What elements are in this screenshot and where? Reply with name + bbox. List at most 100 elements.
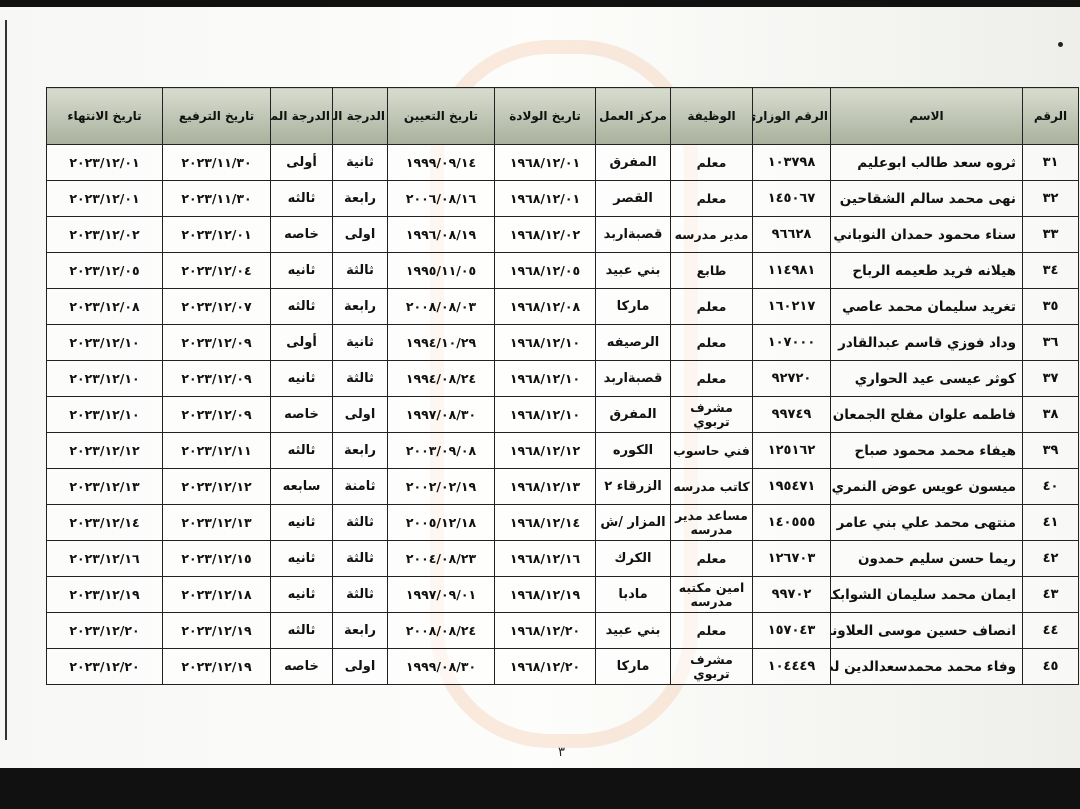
cell-birth-date: ١٩٦٨/١٢/١٠ <box>494 324 596 361</box>
cell-due-grade: ثالثه <box>270 432 333 469</box>
cell-birth-date: ١٩٦٨/١٢/٠٨ <box>494 288 596 325</box>
cell-ministry-number: ١٤٥٠٦٧ <box>752 180 831 217</box>
cell-current-grade: ثالثة <box>332 576 388 613</box>
cell-workplace: قصبةاربد <box>595 360 671 397</box>
cell-promotion-date: ٢٠٢٣/١١/٣٠ <box>162 144 271 181</box>
header-col-ministry-number: الرقم الوزاري <box>752 87 831 145</box>
cell-workplace: الرصيفه <box>595 324 671 361</box>
cell-appointment-date: ٢٠٠٤/٠٨/٢٣ <box>387 540 495 577</box>
cell-appointment-date: ١٩٩٧/٠٨/٣٠ <box>387 396 495 433</box>
cell-birth-date: ١٩٦٨/١٢/١٠ <box>494 360 596 397</box>
cell-job: كاتب مدرسه <box>670 468 753 505</box>
cell-due-grade: خاصه <box>270 396 333 433</box>
cell-end-date: ٢٠٢٣/١٢/١٠ <box>46 324 163 361</box>
cell-current-grade: ثالثة <box>332 252 388 289</box>
cell-promotion-date: ٢٠٢٣/١٢/٠٩ <box>162 396 271 433</box>
cell-end-date: ٢٠٢٣/١٢/١٣ <box>46 468 163 505</box>
cell-promotion-date: ٢٠٢٣/١١/٣٠ <box>162 180 271 217</box>
cell-ministry-number: ١٢٦٧٠٣ <box>752 540 831 577</box>
cell-end-date: ٢٠٢٣/١٢/٢٠ <box>46 612 163 649</box>
cell-job: طابع <box>670 252 753 289</box>
table-row: ٤٣ ايمان محمد سليمان الشوابكه ٩٩٧٠٢ امين مك… <box>46 576 1079 613</box>
header-col-name: الاسم <box>830 87 1023 145</box>
cell-end-date: ٢٠٢٣/١٢/٠٨ <box>46 288 163 325</box>
cell-appointment-date: ٢٠٠٥/١٢/١٨ <box>387 504 495 541</box>
top-black-bar <box>0 0 1080 7</box>
cell-workplace: الكرك <box>595 540 671 577</box>
cell-job: فني حاسوب <box>670 432 753 469</box>
cell-index: ٤١ <box>1022 504 1079 541</box>
cell-appointment-date: ١٩٩٧/٠٩/٠١ <box>387 576 495 613</box>
cell-due-grade: خاصه <box>270 216 333 253</box>
cell-current-grade: ثالثة <box>332 540 388 577</box>
cell-job: امين مكتبه مدرسه <box>670 576 753 613</box>
cell-index: ٣٨ <box>1022 396 1079 433</box>
cell-end-date: ٢٠٢٣/١٢/٠٥ <box>46 252 163 289</box>
cell-job: معلم <box>670 324 753 361</box>
cell-appointment-date: ٢٠٠٢/٠٢/١٩ <box>387 468 495 505</box>
cell-promotion-date: ٢٠٢٣/١٢/١١ <box>162 432 271 469</box>
cell-index: ٣٥ <box>1022 288 1079 325</box>
cell-appointment-date: ١٩٩٩/٠٨/٣٠ <box>387 648 495 685</box>
cell-name: وداد فوزي قاسم عبدالقادر <box>830 324 1023 361</box>
cell-index: ٣٤ <box>1022 252 1079 289</box>
cell-current-grade: رابعة <box>332 180 388 217</box>
table-row: ٤٤ انصاف حسين موسى العلاونه ١٥٧٠٤٣ معلم بني … <box>46 612 1079 649</box>
page-number: ٣ <box>558 745 565 760</box>
cell-ministry-number: ١٥٧٠٤٣ <box>752 612 831 649</box>
cell-current-grade: ثامنة <box>332 468 388 505</box>
cell-appointment-date: ١٩٩٤/١٠/٢٩ <box>387 324 495 361</box>
cell-ministry-number: ٩٦٦٢٨ <box>752 216 831 253</box>
page-edge-line <box>5 20 7 740</box>
cell-appointment-date: ٢٠٠٨/٠٨/٢٤ <box>387 612 495 649</box>
cell-index: ٤٤ <box>1022 612 1079 649</box>
cell-workplace: ماركا <box>595 288 671 325</box>
page-dot-mark <box>1058 42 1063 47</box>
cell-promotion-date: ٢٠٢٣/١٢/١٩ <box>162 648 271 685</box>
cell-ministry-number: ١٤٠٥٥٥ <box>752 504 831 541</box>
cell-name: نهى محمد سالم الشقاحين <box>830 180 1023 217</box>
cell-current-grade: ثانية <box>332 324 388 361</box>
cell-job: معلم <box>670 612 753 649</box>
cell-appointment-date: ١٩٩٦/٠٨/١٩ <box>387 216 495 253</box>
cell-birth-date: ١٩٦٨/١٢/١٣ <box>494 468 596 505</box>
cell-birth-date: ١٩٦٨/١٢/١٩ <box>494 576 596 613</box>
cell-workplace: قصبةاربد <box>595 216 671 253</box>
table-row: ٣٨ فاطمه علوان مفلح الجمعان ٩٩٧٤٩ مشرف تربو… <box>46 396 1079 433</box>
cell-job: مساعد مدير مدرسه <box>670 504 753 541</box>
cell-current-grade: ثالثة <box>332 360 388 397</box>
cell-job: معلم <box>670 180 753 217</box>
cell-current-grade: ثانية <box>332 144 388 181</box>
cell-workplace: الكوره <box>595 432 671 469</box>
cell-current-grade: اولى <box>332 648 388 685</box>
cell-due-grade: ثانيه <box>270 252 333 289</box>
cell-appointment-date: ٢٠٠٦/٠٨/١٦ <box>387 180 495 217</box>
cell-end-date: ٢٠٢٣/١٢/٠٢ <box>46 216 163 253</box>
cell-index: ٣٢ <box>1022 180 1079 217</box>
cell-ministry-number: ١٦٠٢١٧ <box>752 288 831 325</box>
header-col-end-date: تاريخ الانتهاء <box>46 87 163 145</box>
cell-ministry-number: ١١٤٩٨١ <box>752 252 831 289</box>
cell-current-grade: رابعة <box>332 432 388 469</box>
cell-ministry-number: ١٠٧٠٠٠ <box>752 324 831 361</box>
header-col-job: الوظيفة <box>670 87 753 145</box>
cell-end-date: ٢٠٢٣/١٢/١٠ <box>46 360 163 397</box>
cell-workplace: ماركا <box>595 648 671 685</box>
cell-due-grade: ثالثه <box>270 288 333 325</box>
bottom-black-bar <box>0 768 1080 809</box>
cell-index: ٤٢ <box>1022 540 1079 577</box>
cell-due-grade: ثانيه <box>270 504 333 541</box>
cell-index: ٤٥ <box>1022 648 1079 685</box>
cell-due-grade: أولى <box>270 144 333 181</box>
cell-current-grade: اولى <box>332 396 388 433</box>
header-col-current-grade: الدرجة الحالية <box>332 87 388 145</box>
cell-name: تغريد سليمان محمد عاصي <box>830 288 1023 325</box>
cell-end-date: ٢٠٢٣/١٢/١٢ <box>46 432 163 469</box>
cell-name: ريما حسن سليم حمدون <box>830 540 1023 577</box>
cell-ministry-number: ١٠٤٤٤٩ <box>752 648 831 685</box>
table-row: ٣٥ تغريد سليمان محمد عاصي ١٦٠٢١٧ معلم ماركا ١… <box>46 288 1079 325</box>
cell-appointment-date: ١٩٩٩/٠٩/١٤ <box>387 144 495 181</box>
cell-promotion-date: ٢٠٢٣/١٢/٠١ <box>162 216 271 253</box>
table-row: ٤١ منتهى محمد علي بني عامر ١٤٠٥٥٥ مساعد مدي… <box>46 504 1079 541</box>
